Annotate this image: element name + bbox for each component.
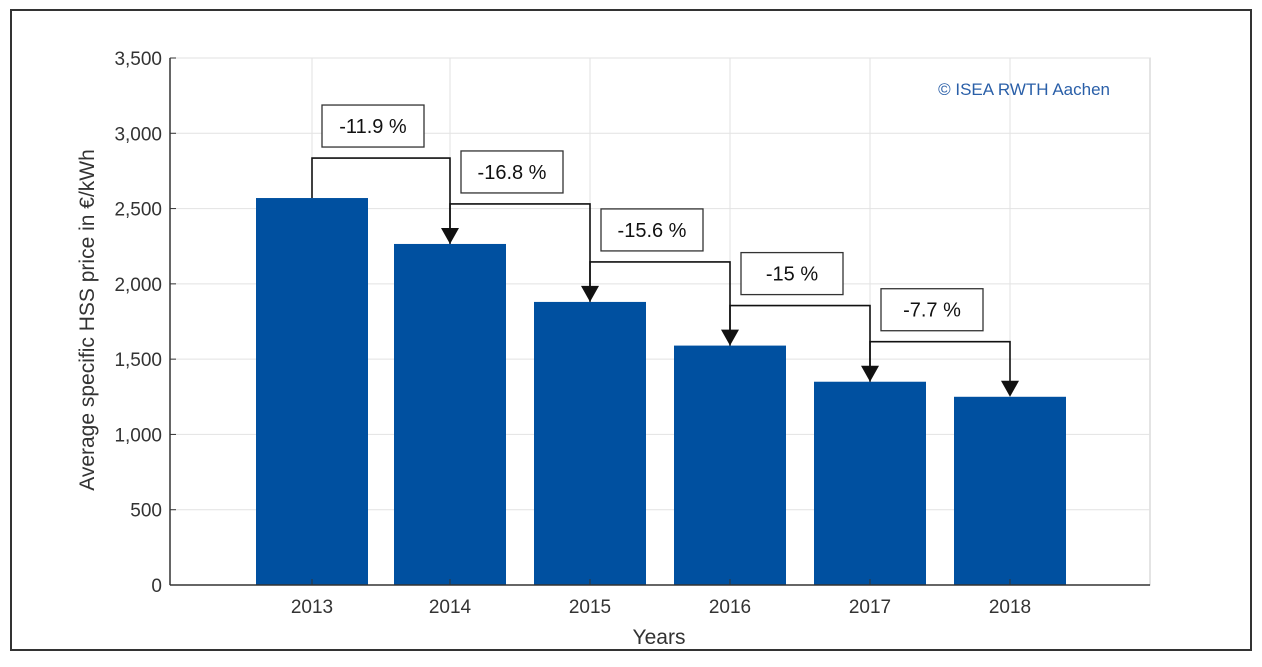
change-label: -11.9 % bbox=[339, 116, 407, 138]
chart-frame bbox=[10, 9, 1252, 651]
y-tick-label: 3,000 bbox=[114, 124, 162, 145]
copyright-label: © ISEA RWTH Aachen bbox=[938, 80, 1110, 99]
change-annotation: -7.7 % bbox=[869, 288, 1019, 397]
y-tick-labels: 0 500 1,000 1,500 2,000 2,500 3,000 3,500 bbox=[114, 49, 162, 597]
y-axis-label: Average specific HSS price in €/kWh bbox=[76, 149, 99, 491]
bar-2013 bbox=[256, 198, 368, 585]
change-annotation: -15 % bbox=[729, 251, 879, 382]
change-bracket bbox=[729, 304, 871, 368]
change-label-box bbox=[740, 251, 844, 296]
bar-2017 bbox=[814, 381, 926, 585]
arrow-head bbox=[1001, 380, 1019, 397]
bar-2015 bbox=[534, 301, 646, 585]
x-axis-label: Years bbox=[633, 626, 686, 649]
change-label: -16.8 % bbox=[478, 162, 547, 184]
x-tick-label: 2013 bbox=[291, 597, 333, 618]
change-label-box bbox=[460, 150, 564, 194]
change-label-box bbox=[600, 208, 704, 252]
change-label: -7.7 % bbox=[903, 300, 961, 322]
change-label: -15.6 % bbox=[618, 220, 687, 242]
bar-2014 bbox=[394, 243, 506, 585]
y-tick-label: 1,000 bbox=[114, 425, 162, 446]
y-tick-label: 2,500 bbox=[114, 200, 162, 221]
x-tick-label: 2014 bbox=[429, 597, 472, 618]
x-tick-label: 2017 bbox=[849, 597, 891, 618]
y-tick-label: 500 bbox=[130, 501, 162, 522]
change-annotation: -16.8 % bbox=[449, 150, 599, 302]
annotations: -11.9 % -16.8 % -15.6 % -15 % -7.7 % bbox=[311, 104, 1019, 397]
y-tick-label: 2,000 bbox=[114, 275, 162, 296]
x-tick-label: 2016 bbox=[709, 597, 751, 618]
change-label-box bbox=[880, 288, 984, 332]
x-tick-label: 2018 bbox=[989, 597, 1031, 618]
change-annotation: -15.6 % bbox=[589, 208, 739, 346]
change-bracket bbox=[869, 340, 1011, 383]
x-tick-labels: 2013 2014 2015 2016 2017 2018 bbox=[291, 597, 1031, 618]
change-annotation: -11.9 % bbox=[311, 104, 459, 244]
y-tick-label: 0 bbox=[151, 576, 162, 597]
axes bbox=[169, 57, 1150, 586]
change-label: -15 % bbox=[766, 264, 818, 286]
bar-2018 bbox=[954, 396, 1066, 585]
bars bbox=[256, 198, 1066, 585]
change-label-box bbox=[321, 104, 425, 148]
y-tick-label: 1,500 bbox=[114, 350, 162, 371]
x-tick-label: 2015 bbox=[569, 597, 611, 618]
y-tick-label: 3,500 bbox=[114, 49, 162, 70]
change-bracket bbox=[449, 203, 591, 288]
change-bracket bbox=[589, 261, 731, 332]
bar-2016 bbox=[674, 345, 786, 585]
change-bracket bbox=[311, 157, 451, 230]
